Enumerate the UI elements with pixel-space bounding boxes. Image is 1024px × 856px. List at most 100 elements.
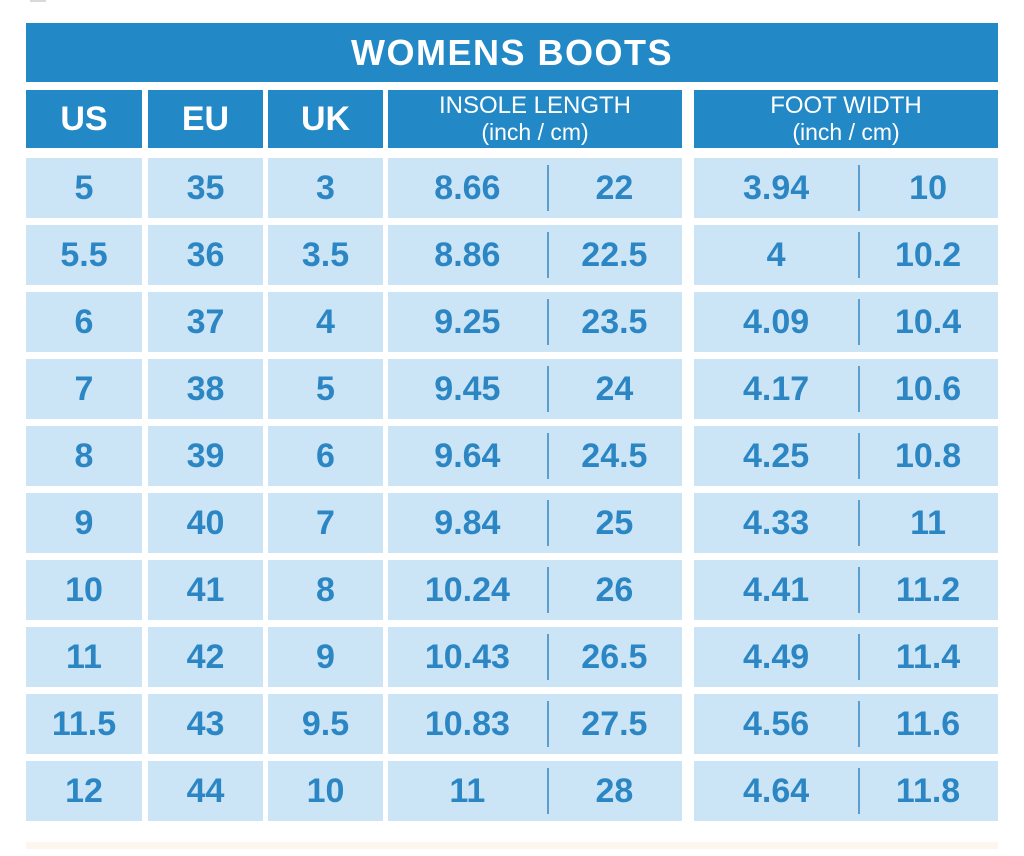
value-divider xyxy=(858,634,861,680)
value-divider xyxy=(546,500,549,546)
value-divider xyxy=(546,567,549,613)
cell-us: 9 xyxy=(26,493,142,553)
cell-insole-length: 9.84 25 xyxy=(388,493,682,553)
table-row: 10 41 8 10.24 26 4.41 11.2 xyxy=(26,560,998,620)
insole-cm-value: 26 xyxy=(595,570,634,609)
cell-insole-length: 10.24 26 xyxy=(388,560,682,620)
cell-eu: 38 xyxy=(148,359,263,419)
column-header-us: US xyxy=(26,90,142,148)
value-divider xyxy=(858,567,861,613)
insole-cm-value: 24.5 xyxy=(581,436,648,475)
cell-uk: 5 xyxy=(268,359,383,419)
insole-inch-value: 10.24 xyxy=(424,570,510,609)
foot-width-cm-value: 11.4 xyxy=(895,637,961,676)
cell-eu: 37 xyxy=(148,292,263,352)
cell-insole-length: 11 28 xyxy=(388,761,682,821)
foot-width-inch-value: 4 xyxy=(766,235,786,274)
value-divider xyxy=(858,768,861,814)
foot-width-inch-value: 4.64 xyxy=(742,771,810,810)
cell-eu: 41 xyxy=(148,560,263,620)
cell-eu: 44 xyxy=(148,761,263,821)
insole-inch-value: 9.45 xyxy=(434,369,501,408)
cell-foot-width: 4.41 11.2 xyxy=(694,560,998,620)
value-divider xyxy=(858,366,861,412)
foot-width-cm-value: 10.4 xyxy=(894,302,962,341)
value-divider xyxy=(858,500,861,546)
cell-us: 12 xyxy=(26,761,142,821)
foot-width-inch-value: 4.25 xyxy=(742,436,810,475)
header-row: US EU UK INSOLE LENGTH (inch / cm) FOOT … xyxy=(26,90,998,148)
insole-inch-value: 10.83 xyxy=(424,704,510,743)
foot-width-inch-value: 4.49 xyxy=(742,637,810,676)
insole-inch-value: 10.43 xyxy=(424,637,510,676)
cell-uk: 6 xyxy=(268,426,383,486)
insole-inch-value: 11 xyxy=(449,771,486,810)
cell-eu: 39 xyxy=(148,426,263,486)
table-row: 6 37 4 9.25 23.5 4.09 10.4 xyxy=(26,292,998,352)
cell-uk: 9.5 xyxy=(268,694,383,754)
foot-width-cm-value: 10 xyxy=(909,168,947,207)
table-row: 5.5 36 3.5 8.86 22.5 4 10.2 xyxy=(26,225,998,285)
cell-eu: 36 xyxy=(148,225,263,285)
column-header-foot-width: FOOT WIDTH (inch / cm) xyxy=(694,90,998,148)
insole-inch-value: 8.86 xyxy=(434,235,501,274)
cell-foot-width: 4.33 11 xyxy=(694,493,998,553)
cell-eu: 40 xyxy=(148,493,263,553)
value-divider xyxy=(546,433,549,479)
cell-us: 6 xyxy=(26,292,142,352)
cell-foot-width: 4.17 10.6 xyxy=(694,359,998,419)
value-divider xyxy=(546,701,549,747)
cell-uk: 4 xyxy=(268,292,383,352)
cell-foot-width: 4 10.2 xyxy=(694,225,998,285)
cell-insole-length: 9.64 24.5 xyxy=(388,426,682,486)
chart-title: WOMENS BOOTS xyxy=(351,31,673,73)
value-divider xyxy=(546,299,549,345)
cell-eu: 42 xyxy=(148,627,263,687)
insole-inch-value: 8.66 xyxy=(434,168,501,207)
foot-width-cm-value: 10.6 xyxy=(894,369,962,408)
cell-us: 8 xyxy=(26,426,142,486)
cell-foot-width: 4.49 11.4 xyxy=(694,627,998,687)
cell-us: 5.5 xyxy=(26,225,142,285)
size-chart-table: WOMENS BOOTS US EU UK INSOLE LENGTH (inc… xyxy=(26,0,998,849)
foot-width-inch-value: 4.17 xyxy=(742,369,810,408)
value-divider xyxy=(546,232,549,278)
chart-title-bar: WOMENS BOOTS xyxy=(26,23,998,82)
value-divider xyxy=(858,433,861,479)
value-divider xyxy=(858,701,861,747)
cell-insole-length: 9.25 23.5 xyxy=(388,292,682,352)
cell-uk: 3 xyxy=(268,158,383,218)
table-row: 11.5 43 9.5 10.83 27.5 4.56 11.6 xyxy=(26,694,998,754)
value-divider xyxy=(546,366,549,412)
cell-eu: 43 xyxy=(148,694,263,754)
cell-us: 7 xyxy=(26,359,142,419)
insole-length-label: INSOLE LENGTH xyxy=(438,92,632,119)
insole-cm-value: 22.5 xyxy=(581,235,648,274)
cell-foot-width: 3.94 10 xyxy=(694,158,998,218)
cell-insole-length: 10.83 27.5 xyxy=(388,694,682,754)
table-row: 12 44 10 11 28 4.64 11.8 xyxy=(26,761,998,821)
foot-width-cm-value: 11.8 xyxy=(895,771,961,810)
table-row: 5 35 3 8.66 22 3.94 10 xyxy=(26,158,998,218)
column-header-eu: EU xyxy=(148,90,263,148)
insole-cm-value: 27.5 xyxy=(581,704,648,743)
column-header-insole-length: INSOLE LENGTH (inch / cm) xyxy=(388,90,682,148)
table-row: 8 39 6 9.64 24.5 4.25 10.8 xyxy=(26,426,998,486)
value-divider xyxy=(546,634,549,680)
cell-insole-length: 8.86 22.5 xyxy=(388,225,682,285)
table-row: 9 40 7 9.84 25 4.33 11 xyxy=(26,493,998,553)
cell-insole-length: 8.66 22 xyxy=(388,158,682,218)
cell-foot-width: 4.25 10.8 xyxy=(694,426,998,486)
insole-cm-value: 22 xyxy=(595,168,634,207)
cell-uk: 3.5 xyxy=(268,225,383,285)
foot-width-cm-value: 11.6 xyxy=(895,704,961,743)
cell-us: 11.5 xyxy=(26,694,142,754)
insole-cm-value: 24 xyxy=(595,369,634,408)
bottom-edge-strip xyxy=(26,842,998,849)
foot-width-inch-value: 4.33 xyxy=(742,503,810,542)
value-divider xyxy=(546,165,549,211)
insole-cm-value: 28 xyxy=(595,771,634,810)
foot-width-cm-value: 11 xyxy=(910,503,947,542)
cell-foot-width: 4.64 11.8 xyxy=(694,761,998,821)
